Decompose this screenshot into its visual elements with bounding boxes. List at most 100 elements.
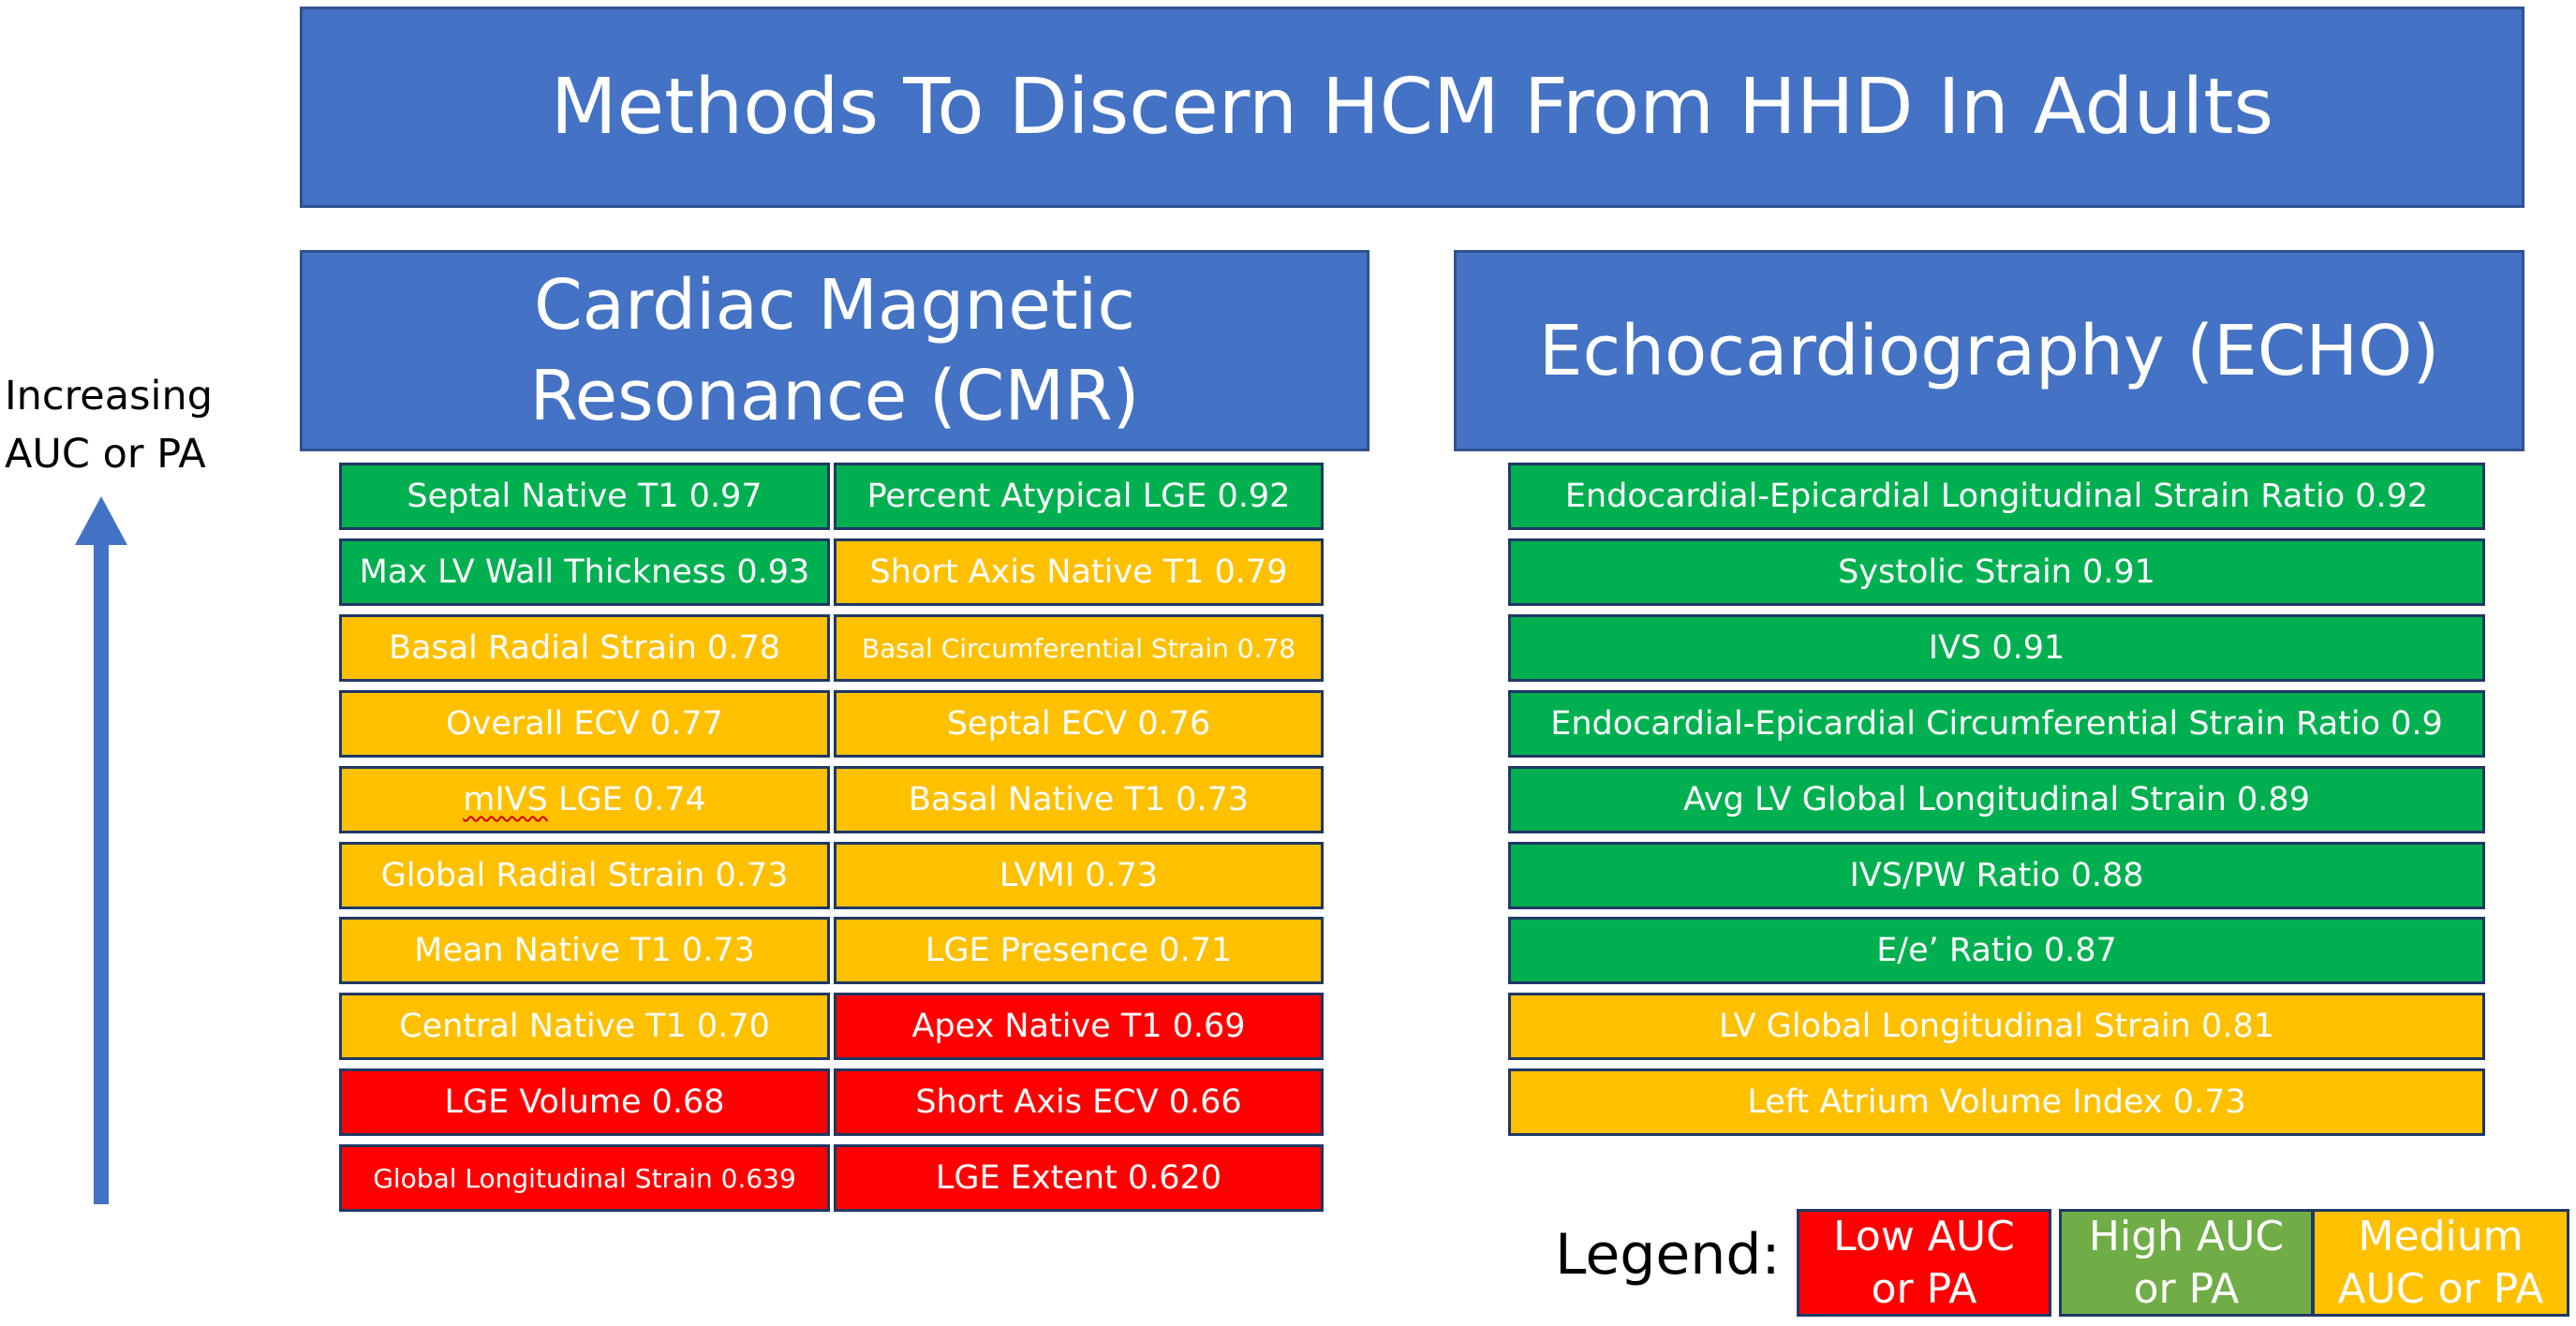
cmr-left-cell: Central Native T1 0.70 (339, 993, 830, 1060)
cell-text-value: Endocardial-Epicardial Circumferential S… (1550, 705, 2443, 743)
cell-text-value: Basal Radial Strain 0.78 (389, 629, 780, 667)
cell-text-value: Short Axis ECV 0.66 (915, 1083, 1242, 1121)
cmr-left-cell: LGE Volume 0.68 (339, 1068, 830, 1136)
cell-text: Mean Native T1 0.73 (414, 932, 755, 969)
cell-text-value: IVS/PW Ratio 0.88 (1849, 857, 2144, 894)
cell-text: Short Axis Native T1 0.79 (870, 553, 1288, 591)
echo-cell: E/e’ Ratio 0.87 (1508, 917, 2485, 984)
echo-cell: Systolic Strain 0.91 (1508, 538, 2485, 606)
cell-text-prefix: mIVS (463, 781, 548, 818)
cell-text: Septal ECV 0.76 (947, 705, 1211, 743)
cell-text: LVMI 0.73 (999, 857, 1158, 894)
cell-text: E/e’ Ratio 0.87 (1876, 932, 2117, 969)
cmr-right-cell: Percent Atypical LGE 0.92 (834, 463, 1324, 530)
cell-text-value: Overall ECV 0.77 (446, 705, 723, 743)
cell-text: Systolic Strain 0.91 (1838, 553, 2155, 591)
cell-text: Basal Circumferential Strain 0.78 (862, 633, 1295, 664)
legend-label: Legend: (1555, 1222, 1781, 1288)
cell-text: Basal Native T1 0.73 (909, 781, 1249, 818)
cell-text: Max LV Wall Thickness 0.93 (360, 553, 810, 591)
cell-text-value: LV Global Longitudinal Strain 0.81 (1719, 1008, 2274, 1045)
cmr-right-cell: Short Axis ECV 0.66 (834, 1068, 1324, 1136)
axis-label: Increasing AUC or PA (5, 367, 220, 483)
cell-text-value: Systolic Strain 0.91 (1838, 553, 2155, 591)
echo-cell: Avg LV Global Longitudinal Strain 0.89 (1508, 766, 2485, 833)
cell-text: LV Global Longitudinal Strain 0.81 (1719, 1008, 2274, 1045)
cell-text-value: Avg LV Global Longitudinal Strain 0.89 (1683, 781, 2310, 818)
axis-label-line1: Increasing (5, 373, 214, 420)
cell-text: Left Atrium Volume Index 0.73 (1747, 1083, 2245, 1121)
cell-text: IVS 0.91 (1929, 629, 2065, 667)
cell-text-value: Mean Native T1 0.73 (414, 932, 755, 969)
main-title: Methods To Discern HCM From HHD In Adult… (550, 63, 2274, 152)
cell-text-value: Septal Native T1 0.97 (407, 478, 762, 515)
cell-text-value: Percent Atypical LGE 0.92 (866, 478, 1291, 515)
cmr-right-cell: Basal Circumferential Strain 0.78 (834, 614, 1324, 682)
echo-cell: Left Atrium Volume Index 0.73 (1508, 1068, 2485, 1136)
echo-cell: Endocardial-Epicardial Circumferential S… (1508, 690, 2485, 758)
cell-text-value: Apex Native T1 0.69 (911, 1008, 1246, 1045)
axis-label-line2: AUC or PA (5, 431, 206, 478)
cell-text-value: Septal ECV 0.76 (946, 705, 1211, 743)
cmr-right-cell: LVMI 0.73 (834, 842, 1324, 909)
cell-text: LGE Presence 0.71 (925, 932, 1232, 969)
echo-cell: IVS/PW Ratio 0.88 (1508, 842, 2485, 909)
cell-text-value: Basal Circumferential Strain 0.78 (861, 632, 1296, 664)
cell-text-value: Endocardial-Epicardial Longitudinal Stra… (1564, 478, 2429, 515)
cell-text-value: Global Radial Strain 0.73 (380, 857, 789, 894)
cmr-right-cell: LGE Presence 0.71 (834, 917, 1324, 984)
cell-text: Overall ECV 0.77 (446, 705, 723, 743)
echo-cell: Endocardial-Epicardial Longitudinal Stra… (1508, 463, 2485, 530)
cell-text-value: Left Atrium Volume Index 0.73 (1747, 1083, 2246, 1121)
cell-text-value: Global Longitudinal Strain 0.639 (373, 1162, 796, 1194)
cell-text-value: LGE Volume 0.68 (444, 1083, 725, 1121)
legend-low-line1: Low AUC (1833, 1212, 2015, 1260)
cell-text: Basal Radial Strain 0.78 (389, 629, 780, 667)
cell-text-value: LGE Extent 0.620 (935, 1159, 1222, 1197)
main-title-banner: Methods To Discern HCM From HHD In Adult… (300, 7, 2524, 208)
legend-medium-box: Medium AUC or PA (2312, 1209, 2569, 1317)
cell-text-value: LVMI 0.73 (999, 857, 1159, 894)
cell-text-value: Basal Native T1 0.73 (908, 781, 1250, 818)
cmr-right-cell: Basal Native T1 0.73 (834, 766, 1324, 833)
cell-text-value: Short Axis Native T1 0.79 (869, 553, 1288, 591)
cell-text: Percent Atypical LGE 0.92 (867, 478, 1291, 515)
echo-header: Echocardiography (ECHO) (1454, 250, 2524, 451)
legend-high-line2: or PA (2133, 1264, 2240, 1313)
cell-text: Central Native T1 0.70 (399, 1008, 770, 1045)
cell-text: Apex Native T1 0.69 (911, 1008, 1245, 1045)
cell-text-value: Central Native T1 0.70 (399, 1008, 770, 1045)
cmr-left-cell: Global Longitudinal Strain 0.639 (339, 1144, 830, 1212)
cell-text: IVS/PW Ratio 0.88 (1849, 857, 2143, 894)
cell-text: Endocardial-Epicardial Longitudinal Stra… (1565, 478, 2428, 515)
cmr-left-cell: Max LV Wall Thickness 0.93 (339, 538, 830, 606)
cmr-header-line2: Resonance (CMR) (529, 355, 1140, 436)
increasing-arrow-icon (75, 496, 127, 1204)
echo-header-text: Echocardiography (ECHO) (1538, 310, 2440, 391)
cell-text: Avg LV Global Longitudinal Strain 0.89 (1683, 781, 2310, 818)
legend-medium-line1: Medium (2358, 1212, 2524, 1260)
legend-high-box: High AUC or PA (2059, 1209, 2314, 1317)
legend-medium-line2: AUC or PA (2337, 1264, 2544, 1313)
cmr-left-cell: Overall ECV 0.77 (339, 690, 830, 758)
cmr-header-text: Cardiac Magnetic Resonance (CMR) (529, 260, 1139, 440)
cell-text-value: E/e’ Ratio 0.87 (1876, 932, 2117, 969)
cell-text-value: LGE 0.74 (547, 781, 706, 818)
cmr-header-line1: Cardiac Magnetic (533, 265, 1136, 346)
legend-low-box: Low AUC or PA (1797, 1209, 2051, 1317)
cell-text-value: LGE Presence 0.71 (925, 932, 1233, 969)
cmr-right-cell: LGE Extent 0.620 (834, 1144, 1324, 1212)
cmr-left-cell: Basal Radial Strain 0.78 (339, 614, 830, 682)
cell-text: Septal Native T1 0.97 (407, 478, 762, 515)
cell-text: Endocardial-Epicardial Circumferential S… (1550, 705, 2443, 743)
cell-text: LGE Extent 0.620 (936, 1159, 1221, 1197)
cell-text: Global Longitudinal Strain 0.639 (373, 1163, 796, 1194)
echo-cell: LV Global Longitudinal Strain 0.81 (1508, 993, 2485, 1060)
cmr-left-cell: Global Radial Strain 0.73 (339, 842, 830, 909)
cmr-right-cell: Short Axis Native T1 0.79 (834, 538, 1324, 606)
echo-cell: IVS 0.91 (1508, 614, 2485, 682)
cmr-left-cell: mIVS LGE 0.74 (339, 766, 830, 833)
cmr-left-cell: Mean Native T1 0.73 (339, 917, 830, 984)
cell-text: Global Radial Strain 0.73 (381, 857, 789, 894)
cell-text: Short Axis ECV 0.66 (915, 1083, 1241, 1121)
